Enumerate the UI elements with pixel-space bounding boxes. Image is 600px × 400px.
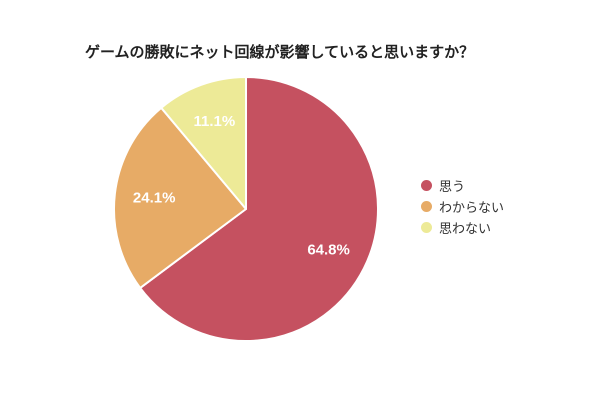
legend-item: わからない [421,198,505,215]
chart-title: ゲームの勝敗にネット回線が影響していると思いますか？ [85,44,475,61]
legend-color-dot-icon [421,179,432,191]
legend-label: 思わない [439,220,492,236]
legend-item: 思う [421,177,504,194]
legend-color-dot-icon [421,200,432,212]
pie-slice-label: 24.1% [133,189,176,206]
pie-slice-label: 11.1% [194,113,236,130]
pie-slice-0 [139,76,379,342]
pie-slice-2 [160,76,247,210]
pie-slice-label: 64.8% [307,241,350,258]
legend-item: 思わない [421,219,504,236]
legend: 思う わからない 思わない [421,177,504,240]
legend-label: わからない [439,199,505,215]
legend-color-dot-icon [421,221,432,233]
legend-label: 思う [439,178,466,194]
pie-slice-1 [113,106,247,289]
